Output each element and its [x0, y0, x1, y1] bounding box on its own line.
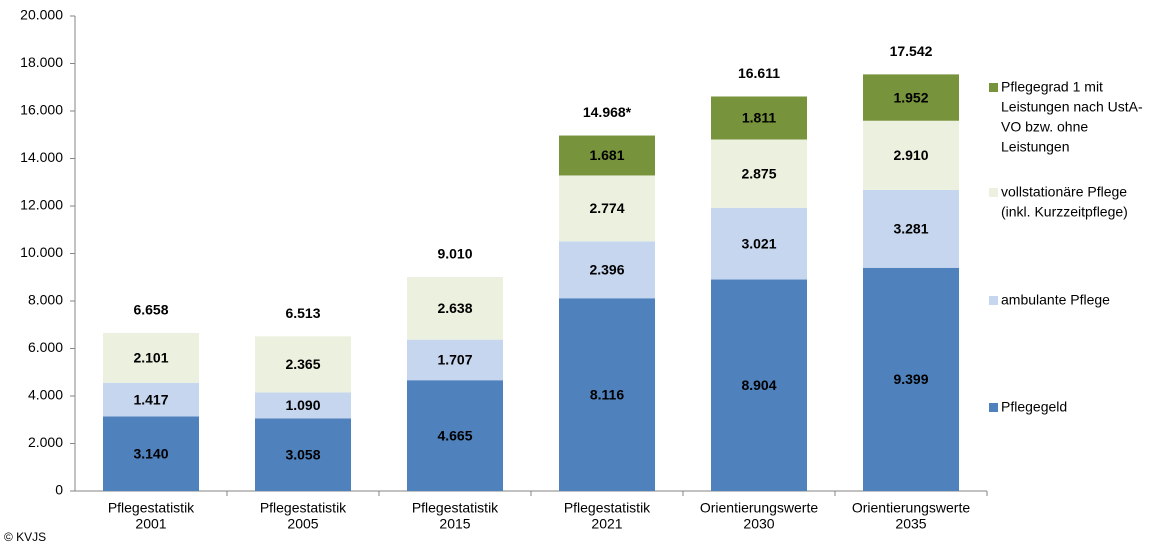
- x-tick-label: 2030: [743, 516, 774, 532]
- footnote: © KVJS: [4, 530, 46, 544]
- legend-swatch: [989, 296, 998, 305]
- bar-segment: [863, 189, 959, 268]
- bar-segment: [559, 298, 655, 491]
- bar-segment: [863, 120, 959, 190]
- value-label: 1.681: [589, 147, 624, 163]
- x-tick-label: Pflegestatistik: [260, 500, 347, 516]
- x-tick-label: Orientierungswerte: [852, 500, 970, 516]
- legend-label: Leistungen: [1001, 139, 1070, 155]
- y-tick-label: 8.000: [28, 292, 63, 308]
- y-tick-label: 20.000: [20, 7, 63, 23]
- y-tick-label: 12.000: [20, 197, 63, 213]
- x-tick-label: 2015: [439, 516, 470, 532]
- value-label: 1.707: [437, 352, 472, 368]
- total-label: 9.010: [437, 246, 472, 262]
- legend-label: Pflegegeld: [1001, 399, 1067, 415]
- bar-segment: [711, 279, 807, 491]
- value-label: 2.910: [893, 147, 928, 163]
- y-tick-label: 4.000: [28, 387, 63, 403]
- y-tick-label: 6.000: [28, 339, 63, 355]
- legend-label: vollstationäre Pflege: [1001, 184, 1127, 200]
- bar-segment: [559, 241, 655, 299]
- value-label: 8.116: [590, 386, 624, 402]
- bar-segment: [407, 277, 503, 340]
- bar-segment: [103, 416, 199, 491]
- x-tick-label: Pflegestatistik: [412, 500, 499, 516]
- bar-segment: [863, 74, 959, 121]
- bar-segment: [559, 175, 655, 242]
- value-label: 1.090: [285, 397, 320, 413]
- value-label: 3.021: [741, 235, 776, 251]
- y-tick-label: 2.000: [28, 434, 63, 450]
- total-label: 16.611: [738, 65, 780, 81]
- y-tick-label: 16.000: [20, 102, 63, 118]
- y-tick-label: 0: [55, 482, 63, 498]
- bar-segment: [407, 380, 503, 491]
- y-tick-label: 14.000: [20, 149, 63, 165]
- value-label: 9.399: [893, 371, 928, 387]
- bar-segment: [711, 207, 807, 280]
- legend-label: VO bzw. ohne: [1001, 119, 1088, 135]
- value-label: 1.811: [742, 110, 776, 126]
- legend-swatch: [989, 83, 998, 92]
- legend-label: Leistungen nach UstA-: [1001, 99, 1143, 115]
- y-tick-label: 10.000: [20, 244, 63, 260]
- value-label: 1.952: [893, 89, 928, 105]
- value-label: 2.365: [285, 356, 320, 372]
- legend-swatch: [989, 403, 998, 412]
- legend-swatch: [989, 188, 998, 197]
- bar-segment: [255, 418, 351, 491]
- value-label: 2.774: [589, 200, 624, 216]
- value-label: 2.101: [133, 350, 168, 366]
- value-label: 2.638: [437, 300, 472, 316]
- bar-segment: [255, 392, 351, 419]
- total-label: 6.513: [285, 305, 320, 321]
- value-label: 8.904: [741, 377, 776, 393]
- value-label: 3.058: [285, 446, 320, 462]
- value-label: 4.665: [437, 427, 472, 443]
- bar-segment: [559, 135, 655, 176]
- total-label: 17.542: [890, 43, 933, 59]
- bar-segment: [711, 139, 807, 208]
- bar-segment: [863, 267, 959, 491]
- bar-segment: [407, 339, 503, 381]
- value-label: 2.396: [589, 261, 624, 277]
- legend-label: ambulante Pflege: [1001, 292, 1110, 308]
- x-tick-label: 2005: [287, 516, 318, 532]
- legend-label: Pflegegrad 1 mit: [1001, 79, 1103, 95]
- value-label: 3.140: [133, 445, 168, 461]
- x-tick-label: Pflegestatistik: [564, 500, 651, 516]
- bar-segment: [255, 336, 351, 393]
- bar-segment: [711, 96, 807, 140]
- value-label: 2.875: [741, 165, 776, 181]
- value-label: 3.281: [893, 221, 928, 237]
- bar-segment: [103, 332, 199, 383]
- x-tick-label: Orientierungswerte: [700, 500, 818, 516]
- total-label: 6.658: [133, 302, 168, 318]
- value-label: 1.417: [133, 391, 168, 407]
- bar-segment: [103, 382, 199, 417]
- total-label: 14.968*: [583, 104, 632, 120]
- y-tick-label: 18.000: [20, 54, 63, 70]
- x-tick-label: Pflegestatistik: [108, 500, 195, 516]
- legend-label: (inkl. Kurzzeitpflege): [1001, 204, 1128, 220]
- x-tick-label: 2001: [135, 516, 166, 532]
- x-tick-label: 2021: [591, 516, 622, 532]
- x-tick-label: 2035: [895, 516, 926, 532]
